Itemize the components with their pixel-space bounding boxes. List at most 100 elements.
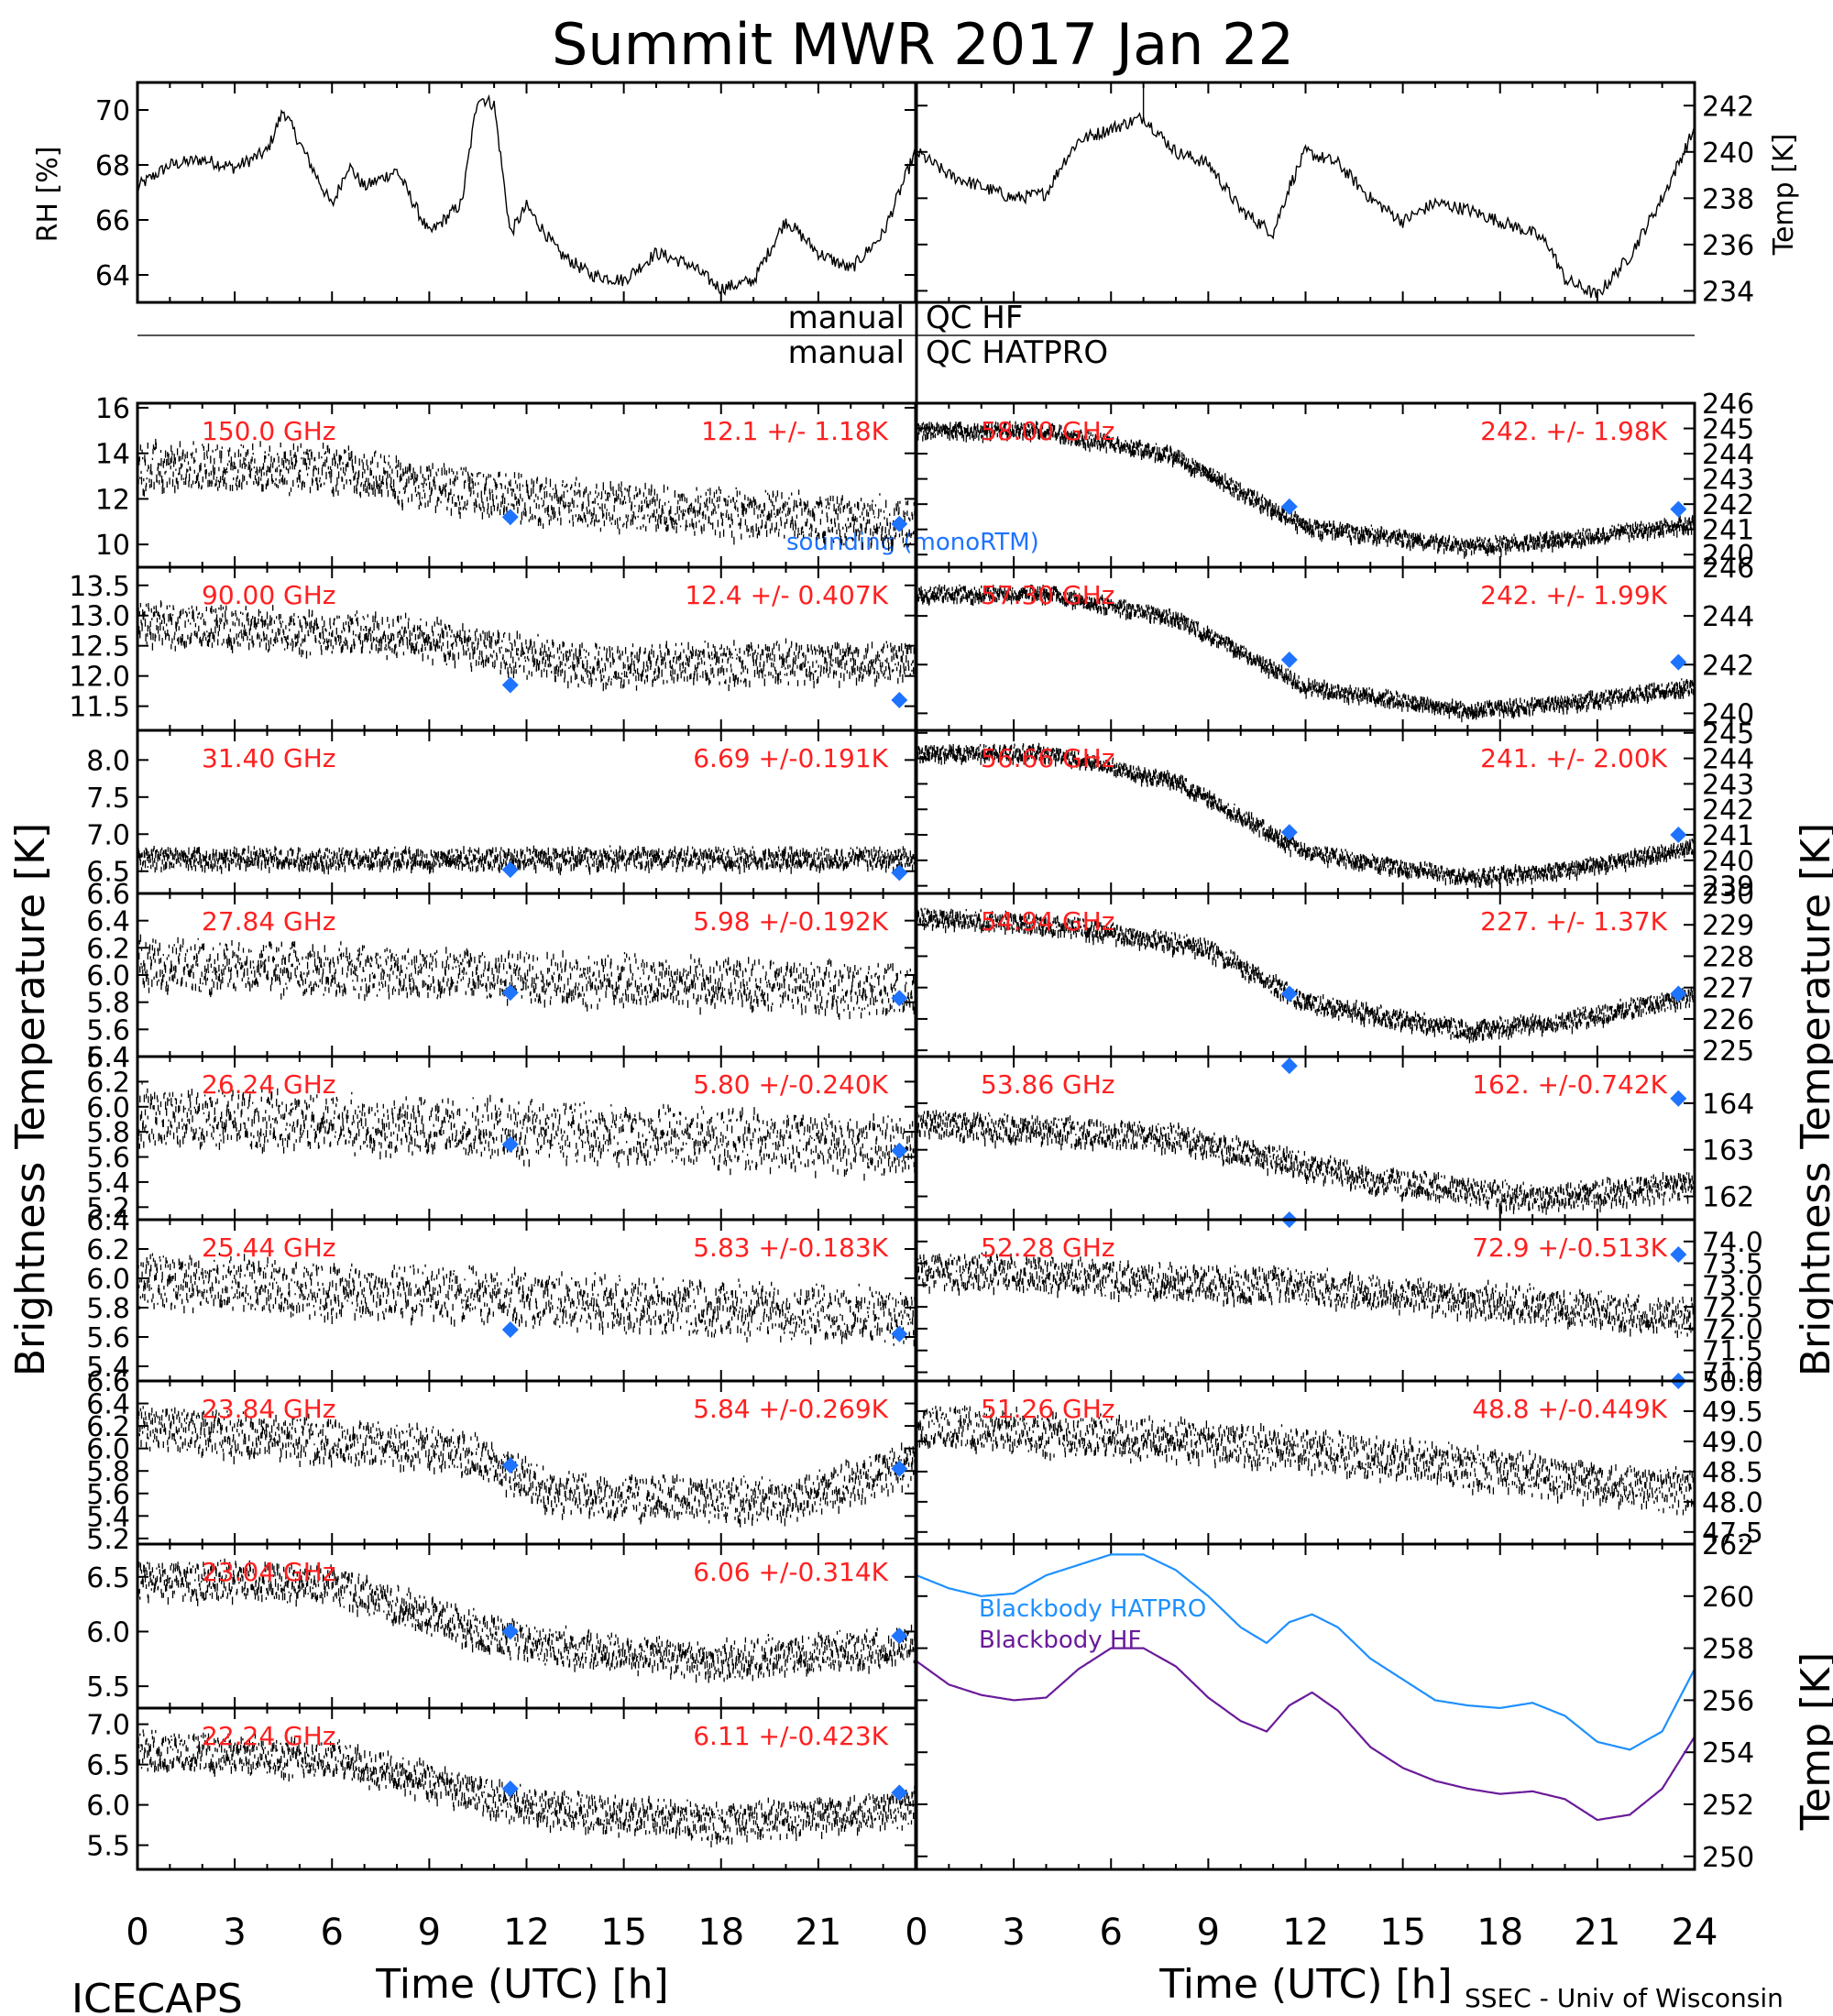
y-tick-label: 6.0 [86, 1434, 130, 1466]
y-tick-label: 234 [1702, 276, 1754, 308]
sounding-marker [1280, 985, 1298, 1003]
frequency-label: 54.94 GHz [981, 906, 1115, 937]
stats-label: 162. +/-0.742K [1472, 1069, 1667, 1100]
x-axis-title-left: Time (UTC) [h] [375, 1961, 668, 2008]
y-tick-label: 6.5 [86, 857, 130, 889]
x-tick-label-right: 12 [1282, 1912, 1329, 1954]
y-tick-label: 6.6 [86, 1366, 130, 1398]
frequency-label: 23.04 GHz [202, 1557, 336, 1587]
y-tick-label: 256 [1702, 1685, 1754, 1717]
stats-label: 227. +/- 1.37K [1480, 906, 1667, 937]
panel-hp3140: 6.5 7.0 7.5 8.0 31.40 GHz 6.69 +/-0.191K [86, 729, 917, 895]
y-tick-label: 48.5 [1702, 1457, 1763, 1489]
y-tick-label: 7.0 [86, 819, 130, 851]
stats-label: 5.84 +/-0.269K [693, 1394, 888, 1424]
y-axis-title-temp-top: Temp [K] [1768, 134, 1800, 257]
y-tick-label: 6.0 [86, 1264, 130, 1296]
qc-hatpro-text: QC HATPRO [926, 334, 1108, 371]
sounding-marker [501, 1321, 519, 1338]
frequency-label: 150.0 GHz [202, 416, 336, 446]
stats-label: 6.06 +/-0.314K [693, 1557, 888, 1587]
y-tick-label: 7.5 [86, 783, 130, 815]
y-tick-label: 5.8 [86, 988, 130, 1020]
x-tick-label-right: 18 [1476, 1912, 1523, 1954]
y-tick-label: 229 [1702, 910, 1754, 942]
y-tick-label: 16 [95, 393, 130, 425]
y-tick-label: 6.6 [86, 879, 130, 911]
y-tick-label: 243 [1702, 769, 1754, 801]
legend-blackbody-hf: Blackbody HF [979, 1627, 1141, 1654]
frequency-label: 58.00 GHz [981, 416, 1115, 446]
y-tick-label: 242 [1702, 489, 1754, 521]
frequency-label: 51.26 GHz [981, 1394, 1115, 1424]
x-tick-label-right: 24 [1672, 1912, 1718, 1954]
y-tick-label: 5.8 [86, 1117, 130, 1149]
series-blackbody-hf [916, 1647, 1696, 1822]
sounding-marker [891, 1460, 908, 1477]
sounding-marker [1670, 1090, 1687, 1107]
y-tick-label: 230 [1702, 879, 1754, 911]
y-tick-label: 244 [1702, 601, 1754, 633]
chart-title: Summit MWR 2017 Jan 22 [552, 11, 1294, 78]
sounding-marker [501, 676, 519, 694]
y-tick-label: 260 [1702, 1582, 1754, 1614]
sounding-marker [1670, 653, 1687, 671]
y-tick-label: 225 [1702, 1035, 1754, 1068]
y-tick-label: 227 [1702, 973, 1754, 1005]
x-tick-label-right: 0 [905, 1912, 927, 1954]
y-axis-title-rh: RH [%] [32, 147, 64, 243]
sounding-marker [501, 861, 519, 879]
y-tick-label: 73.0 [1702, 1270, 1763, 1302]
panel-hp5730: 240 242 244 246 57.30 GHz 242. +/- 1.99K [915, 553, 1754, 732]
footer-left: ICECAPS [71, 1976, 243, 2016]
y-axis-title-temp-bottom: Temp [K] [1793, 1652, 1833, 1831]
y-tick-label: 66 [95, 205, 130, 237]
stats-label: 5.98 +/-0.192K [693, 906, 888, 937]
frequency-label: 31.40 GHz [202, 743, 336, 773]
sounding-marker [1670, 500, 1687, 518]
series-rh [137, 93, 916, 296]
y-tick-label: 245 [1702, 718, 1754, 751]
y-tick-label: 8.0 [86, 745, 130, 777]
frequency-label: 56.66 GHz [981, 743, 1115, 773]
y-tick-label: 6.2 [86, 1067, 130, 1099]
x-tick-label-left: 0 [126, 1912, 148, 1954]
y-tick-label: 6.0 [86, 1092, 130, 1124]
x-tick-label-left: 21 [795, 1912, 841, 1954]
qc-hf-text: QC HF [926, 300, 1023, 336]
y-tick-label: 238 [1702, 183, 1754, 215]
sounding-marker [501, 509, 519, 526]
y-tick-label: 242 [1702, 91, 1754, 123]
sounding-marker [1670, 985, 1687, 1003]
x-axis-title-right: Time (UTC) [h] [1158, 1961, 1452, 2008]
y-tick-label: 241 [1702, 820, 1754, 852]
y-tick-label: 6.2 [86, 1234, 130, 1266]
stats-label: 5.83 +/-0.183K [693, 1233, 888, 1263]
y-tick-label: 71.5 [1702, 1336, 1763, 1368]
sounding-marker [891, 1627, 908, 1645]
y-tick-label: 244 [1702, 439, 1754, 471]
sounding-marker [501, 1457, 519, 1474]
y-tick-label: 70 [95, 95, 130, 127]
footer-right: SSEC - Univ of Wisconsin [1465, 1983, 1784, 2013]
y-tick-label: 236 [1702, 230, 1754, 262]
y-tick-label: 5.4 [86, 1167, 130, 1200]
stats-label: 72.9 +/-0.513K [1472, 1233, 1667, 1263]
y-tick-label: 6.5 [86, 1562, 130, 1594]
frequency-label: 57.30 GHz [981, 580, 1115, 610]
y-tick-label: 245 [1702, 414, 1754, 446]
frequency-label: 23.84 GHz [202, 1394, 336, 1424]
panel-hp5126: 47.548.048.549.049.550.0 51.26 GHz 48.8 +/… [915, 1366, 1763, 1550]
panel-blackbody: 250 252 254 256 258 260 262 [915, 1529, 1754, 1874]
x-tick-label-left: 12 [503, 1912, 550, 1954]
sounding-marker [501, 984, 519, 1002]
y-tick-label: 239 [1702, 871, 1754, 904]
y-tick-label: 72.0 [1702, 1314, 1763, 1346]
y-tick-label: 164 [1702, 1089, 1754, 1121]
x-tick-label-left: 18 [697, 1912, 744, 1954]
y-tick-label: 13.0 [69, 601, 130, 633]
y-tick-label: 5.8 [86, 1293, 130, 1325]
y-tick-label: 64 [95, 260, 130, 292]
